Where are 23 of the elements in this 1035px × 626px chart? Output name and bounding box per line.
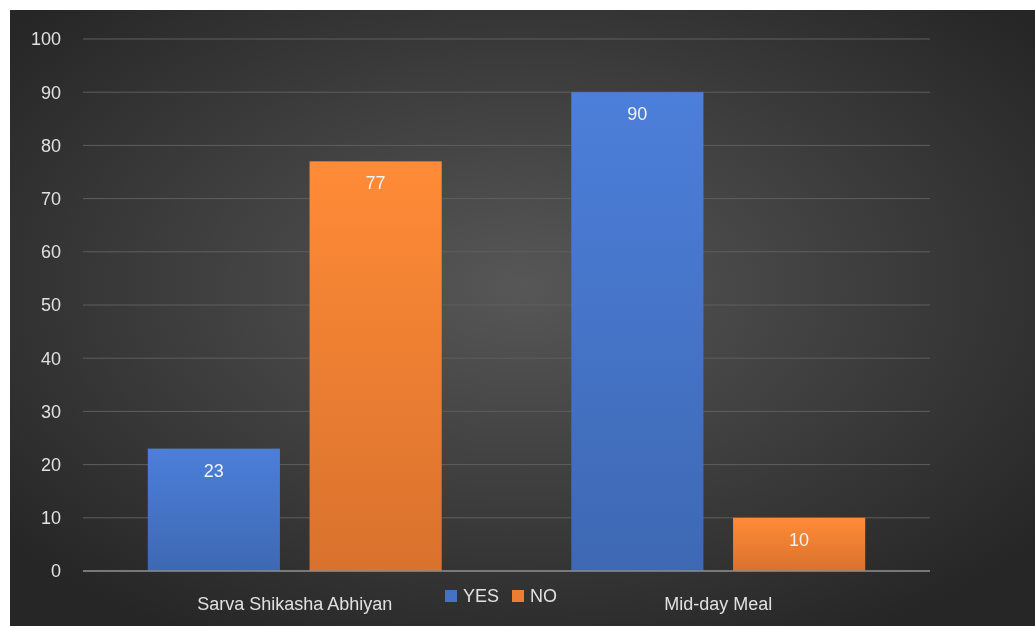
y-tick-label: 20 <box>40 454 61 475</box>
y-tick-label: 100 <box>30 29 61 50</box>
data-label: 90 <box>627 104 648 125</box>
y-tick-label: 10 <box>40 508 61 529</box>
y-tick-label: 30 <box>40 401 61 422</box>
legend-label: YES <box>463 586 500 607</box>
y-tick-label: 60 <box>40 242 61 263</box>
bar <box>733 517 866 571</box>
bar <box>309 161 442 571</box>
data-label: 23 <box>203 460 224 481</box>
y-tick-label: 50 <box>40 295 61 316</box>
bar <box>147 448 280 571</box>
x-tick-label: Mid-day Meal <box>664 594 773 614</box>
x-tick-label: Sarva Shikasha Abhiyan <box>197 594 393 614</box>
y-tick-label: 80 <box>40 135 61 156</box>
y-tick-label: 0 <box>50 561 61 582</box>
y-tick-label: 40 <box>40 348 61 369</box>
y-tick-label: 70 <box>40 188 61 209</box>
data-label: 77 <box>365 173 386 194</box>
bar <box>571 92 704 571</box>
legend-label: NO <box>530 586 557 607</box>
data-label: 10 <box>789 529 810 550</box>
y-tick-label: 90 <box>40 82 61 103</box>
